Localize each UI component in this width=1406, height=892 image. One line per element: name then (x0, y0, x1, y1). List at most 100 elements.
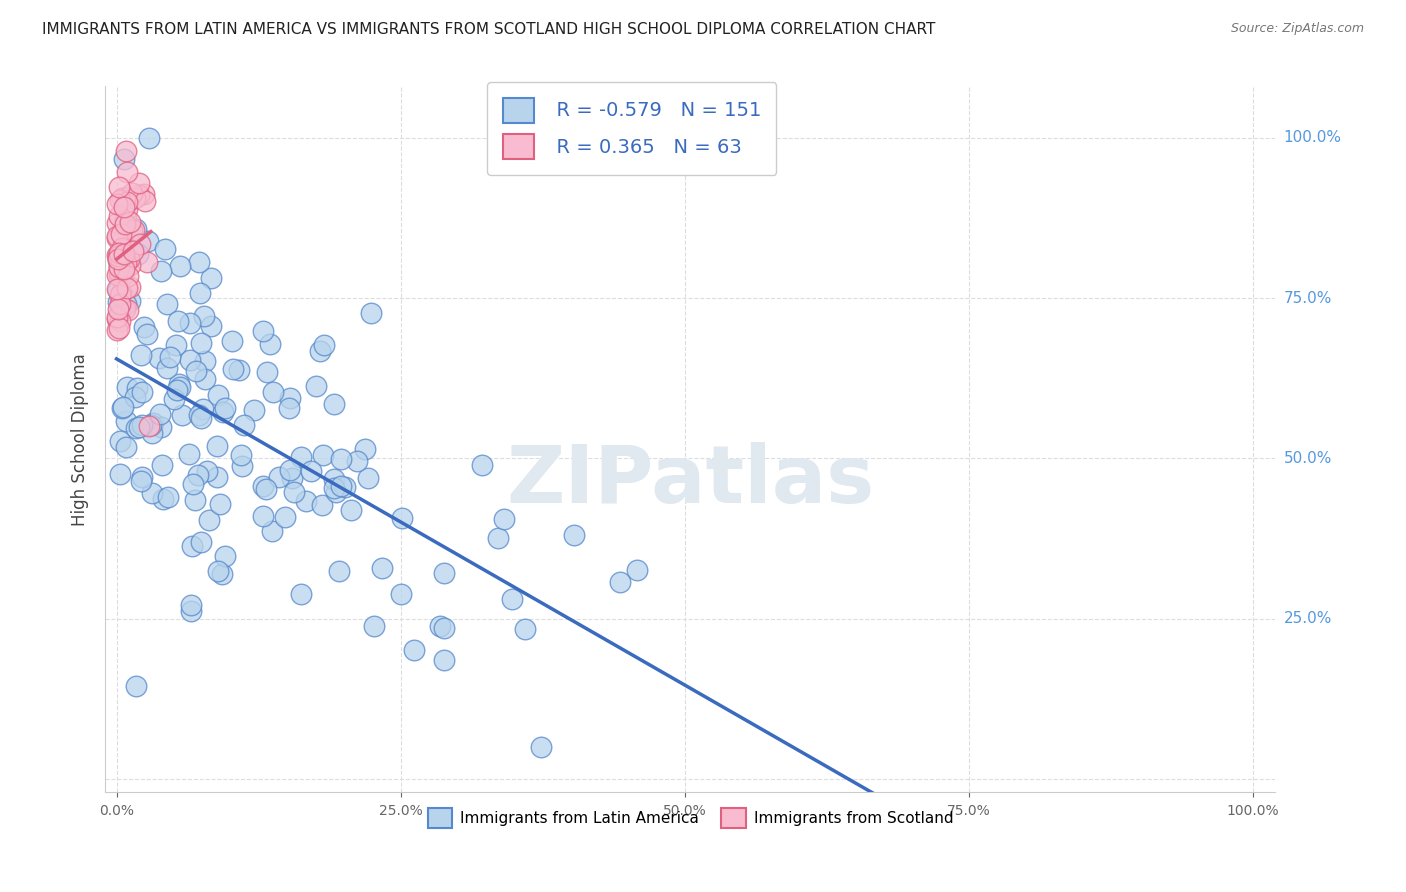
Point (112, 200, 135, 214)
Point (108, 287, 131, 301)
Text: IMMIGRANTS FROM LATIN AMERICA VS IMMIGRANTS FROM SCOTLAND HIGH SCHOOL DIPLOMA CO: IMMIGRANTS FROM LATIN AMERICA VS IMMIGRA… (42, 22, 935, 37)
Point (125, 679, 148, 693)
Legend: Immigrants from Latin America, Immigrants from Scotland: Immigrants from Latin America, Immigrant… (422, 802, 959, 834)
Point (330, 479, 353, 493)
Point (190, 534, 212, 549)
Point (290, 587, 312, 601)
Point (180, 604, 202, 618)
Point (252, 508, 274, 523)
Point (115, 414, 138, 428)
Point (433, 566, 456, 581)
Point (125, 381, 148, 395)
Point (114, 217, 136, 231)
Point (391, 511, 413, 525)
Point (432, 652, 454, 666)
Point (142, 416, 165, 430)
Point (115, 380, 138, 394)
Point (108, 246, 131, 260)
Text: 100.0%: 100.0% (1284, 130, 1341, 145)
Point (112, 153, 135, 167)
Point (195, 464, 218, 478)
Point (149, 264, 172, 278)
Point (129, 474, 152, 488)
Point (322, 473, 344, 487)
Point (105, 229, 128, 244)
Point (311, 498, 333, 512)
Point (191, 401, 214, 416)
Point (110, 269, 132, 284)
Point (166, 314, 188, 328)
Point (114, 144, 136, 158)
Point (252, 324, 274, 338)
Point (129, 237, 152, 252)
Point (131, 384, 153, 399)
Point (184, 364, 207, 378)
Point (333, 480, 356, 494)
Point (370, 561, 392, 575)
Point (180, 598, 202, 612)
Point (115, 211, 138, 225)
Point (108, 297, 131, 311)
Point (325, 484, 347, 499)
Point (197, 513, 219, 527)
Point (228, 362, 250, 376)
Point (122, 244, 145, 259)
Point (112, 215, 135, 229)
Point (260, 524, 283, 539)
Point (150, 458, 173, 472)
Point (283, 485, 305, 500)
Point (626, 563, 648, 577)
Point (136, 234, 159, 248)
Point (515, 622, 537, 636)
Point (156, 490, 179, 504)
Point (156, 361, 179, 376)
Point (346, 454, 368, 468)
Point (221, 334, 243, 349)
Point (184, 492, 207, 507)
Point (112, 267, 135, 281)
Point (118, 215, 141, 229)
Point (211, 566, 233, 581)
Point (105, 310, 128, 325)
Point (132, 319, 155, 334)
Point (111, 401, 134, 415)
Point (156, 297, 179, 311)
Point (209, 497, 232, 511)
Point (107, 252, 129, 267)
Point (136, 255, 159, 269)
Point (231, 448, 253, 462)
Point (108, 467, 131, 481)
Point (111, 243, 134, 257)
Point (118, 293, 141, 308)
Point (322, 397, 344, 411)
Point (340, 503, 363, 517)
Point (108, 260, 131, 275)
Point (127, 247, 149, 261)
Point (363, 619, 385, 633)
Point (278, 391, 301, 405)
Point (115, 165, 138, 179)
Point (294, 493, 316, 508)
Point (155, 242, 177, 256)
Point (138, 130, 160, 145)
Point (111, 401, 134, 416)
Point (122, 223, 145, 237)
Point (404, 643, 426, 657)
Point (141, 418, 163, 433)
Text: 25.0%: 25.0% (1284, 611, 1331, 626)
Point (125, 421, 148, 435)
Point (222, 362, 245, 376)
Point (134, 194, 156, 208)
Point (149, 420, 172, 434)
Point (233, 418, 256, 433)
Point (259, 337, 281, 351)
Point (190, 286, 212, 301)
Text: 75.0%: 75.0% (1284, 291, 1331, 306)
Point (194, 354, 217, 368)
Point (117, 303, 139, 318)
Point (242, 403, 264, 417)
Point (165, 337, 187, 351)
Point (166, 383, 188, 397)
Point (108, 434, 131, 448)
Point (115, 281, 138, 295)
